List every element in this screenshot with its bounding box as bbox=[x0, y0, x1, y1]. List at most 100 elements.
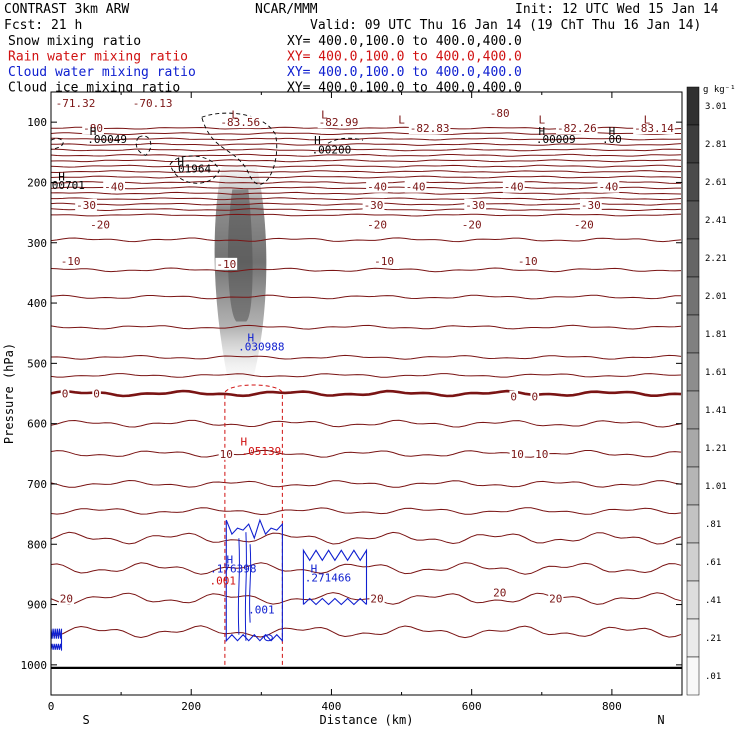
colorbar-label: .81 bbox=[705, 520, 721, 530]
colorbar-label: 1.01 bbox=[705, 482, 727, 492]
contour-label: -10 bbox=[216, 258, 236, 271]
legend-xy: XY= 400.0,100.0 to 400.0,400.0 bbox=[287, 65, 522, 80]
contour-label: -20 bbox=[367, 219, 387, 232]
contour-label: 10 bbox=[220, 448, 233, 461]
contour-label: 0 bbox=[62, 388, 69, 401]
forecast-hour: Fcst: 21 h bbox=[4, 18, 82, 33]
contour-label: -70.13 bbox=[133, 97, 173, 110]
colorbar-swatch bbox=[687, 657, 699, 695]
y-tick-label: 200 bbox=[27, 176, 47, 189]
contour-label: -30 bbox=[581, 199, 601, 212]
colorbar-label: .41 bbox=[705, 596, 721, 606]
colorbar-label: 1.61 bbox=[705, 368, 727, 378]
colorbar-swatch bbox=[687, 315, 699, 353]
colorbar-label: .61 bbox=[705, 558, 721, 568]
contour-label: 20 bbox=[60, 593, 73, 606]
contour-label: 0 bbox=[531, 391, 538, 404]
y-tick-label: 100 bbox=[27, 116, 47, 129]
colorbar: 3.012.812.612.412.212.011.811.611.411.21… bbox=[687, 85, 736, 695]
contour-label: -20 bbox=[462, 219, 482, 232]
init-time: Init: 12 UTC Wed 15 Jan 14 bbox=[515, 2, 719, 17]
contour-label: -40 bbox=[598, 181, 618, 194]
contour-label: 10 bbox=[535, 448, 548, 461]
extremum-label: .001 bbox=[248, 603, 275, 616]
y-tick-label: 600 bbox=[27, 418, 47, 431]
y-axis-label: Pressure (hPa) bbox=[2, 343, 16, 444]
contour-label: -10 bbox=[374, 255, 394, 268]
colorbar-swatch bbox=[687, 505, 699, 543]
colorbar-swatch bbox=[687, 581, 699, 619]
extremum-label: .00009 bbox=[536, 133, 576, 146]
colorbar-swatch bbox=[687, 619, 699, 657]
contour-label: 20 bbox=[493, 586, 506, 599]
legend-name: Snow mixing ratio bbox=[8, 34, 141, 49]
extremum-label: .00 bbox=[602, 133, 622, 146]
colorbar-swatch bbox=[687, 125, 699, 163]
contour-label: -30 bbox=[364, 199, 384, 212]
colorbar-swatch bbox=[687, 201, 699, 239]
contour-label: -10 bbox=[61, 255, 81, 268]
colorbar-label: 1.41 bbox=[705, 406, 727, 416]
extremum-label: .00049 bbox=[87, 133, 127, 146]
contour-label: 10 bbox=[511, 448, 524, 461]
contour-label: 20 bbox=[370, 593, 383, 606]
colorbar-swatch bbox=[687, 163, 699, 201]
y-tick-label: 500 bbox=[27, 357, 47, 370]
valid-time: Valid: 09 UTC Thu 16 Jan 14 (19 ChT Thu … bbox=[310, 18, 701, 33]
contour-label: -40 bbox=[104, 181, 124, 194]
contour-label: 0 bbox=[510, 391, 517, 404]
y-tick-label: 300 bbox=[27, 237, 47, 250]
colorbar-label: .01 bbox=[705, 672, 721, 682]
north-label: N bbox=[657, 713, 664, 727]
colorbar-label: 2.61 bbox=[705, 178, 727, 188]
contour-label: -20 bbox=[574, 219, 594, 232]
contour-label: -30 bbox=[76, 199, 96, 212]
contour-label: -40 bbox=[504, 181, 524, 194]
y-tick-label: 900 bbox=[27, 599, 47, 612]
extremum-label: .271466 bbox=[305, 571, 351, 584]
contour-label: -40 bbox=[406, 181, 426, 194]
south-label: S bbox=[82, 713, 89, 727]
contour-label: 20 bbox=[549, 593, 562, 606]
colorbar-label: 2.81 bbox=[705, 140, 727, 150]
colorbar-unit: g kg⁻¹ bbox=[703, 85, 736, 95]
extremum-label: .00200 bbox=[312, 143, 352, 156]
contour-label: -71.32 bbox=[56, 97, 96, 110]
colorbar-label: .21 bbox=[705, 634, 721, 644]
extremum-label: .030988 bbox=[238, 340, 284, 353]
colorbar-label: 3.01 bbox=[705, 102, 727, 112]
contour-label: 0 bbox=[93, 388, 100, 401]
extremum-label: .05139 bbox=[241, 445, 281, 458]
colorbar-swatch bbox=[687, 277, 699, 315]
contour-label: -80 bbox=[490, 107, 510, 120]
x-tick-label: 200 bbox=[181, 700, 201, 713]
contour-label: -82.83 bbox=[410, 122, 450, 135]
extremum-label: .001 bbox=[210, 574, 237, 587]
colorbar-label: 2.21 bbox=[705, 254, 727, 264]
x-tick-label: 600 bbox=[462, 700, 482, 713]
legend: Snow mixing ratio XY= 400.0,100.0 to 400.… bbox=[8, 34, 522, 96]
colorbar-swatch bbox=[687, 467, 699, 505]
colorbar-swatch bbox=[687, 353, 699, 391]
contour-label: -30 bbox=[465, 199, 485, 212]
x-axis-label: Distance (km) bbox=[320, 713, 414, 727]
figure: CONTRAST 3km ARW NCAR/MMM Init: 12 UTC W… bbox=[0, 0, 740, 740]
y-tick-label: 1000 bbox=[21, 659, 48, 672]
extremum-label: L bbox=[231, 108, 238, 121]
legend-name: Cloud water mixing ratio bbox=[8, 65, 196, 80]
colorbar-swatch bbox=[687, 87, 699, 125]
colorbar-label: 2.41 bbox=[705, 216, 727, 226]
y-tick-label: 800 bbox=[27, 538, 47, 551]
contour-label: -83.14 bbox=[634, 122, 674, 135]
contour-label: -40 bbox=[367, 181, 387, 194]
extremum-label: L bbox=[398, 114, 405, 127]
colorbar-label: 1.81 bbox=[705, 330, 727, 340]
plot-area: -40 -40 -40 -40 -40-30 -30 -30 -30-20 -20 -20 -20-… bbox=[45, 92, 682, 695]
model-title: CONTRAST 3km ARW bbox=[4, 2, 129, 17]
y-tick-label: 700 bbox=[27, 478, 47, 491]
x-tick-label: 400 bbox=[322, 700, 342, 713]
colorbar-swatch bbox=[687, 429, 699, 467]
org-title: NCAR/MMM bbox=[255, 2, 318, 17]
colorbar-label: 1.21 bbox=[705, 444, 727, 454]
contour-label: -83.56 bbox=[220, 116, 260, 129]
